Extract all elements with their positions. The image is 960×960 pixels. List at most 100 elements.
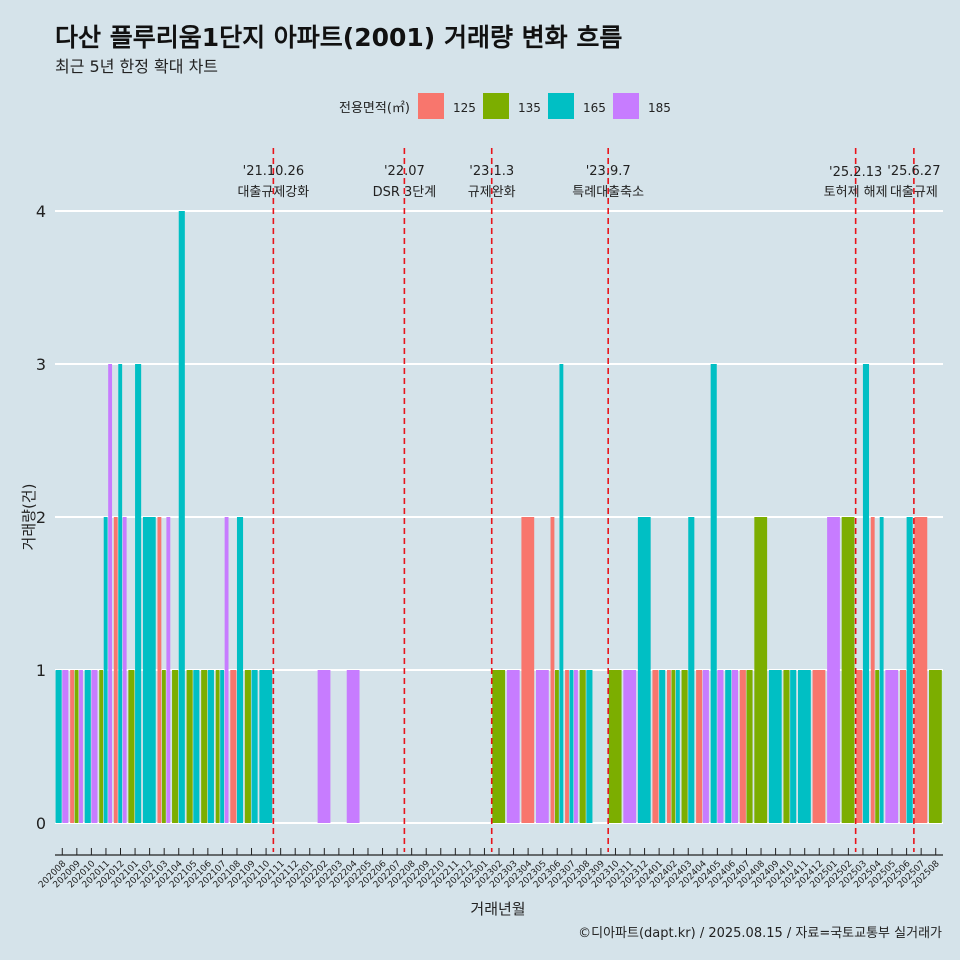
event-label: 규제완화 (468, 185, 516, 200)
bar-165-202402 (675, 670, 680, 823)
bar-135-202410 (783, 670, 790, 823)
bar-165-202401 (659, 670, 666, 823)
caption: ©디아파트(dapt.kr) / 2025.08.15 / 자료=국토교통부 실… (578, 926, 942, 941)
y-tick-label: 3 (36, 355, 46, 374)
legend-swatch-185 (613, 93, 639, 119)
bar-165-202011 (103, 517, 108, 823)
event-markers: '21.10.26 대출규제강화 '22.07 DSR 3단계 '23.1.3 규제완화 '… (237, 148, 940, 852)
bar-165-202409 (768, 670, 782, 823)
bar-135-202109 (244, 670, 251, 823)
bar-165-202102 (142, 517, 156, 823)
bar-135-202508 (929, 670, 942, 823)
bar-165-202403 (688, 517, 695, 823)
event-label: 대출규제강화 (237, 185, 309, 200)
bar-125-202012 (113, 517, 118, 823)
event-label: 대출규제 (890, 185, 938, 200)
bar-125-202108 (230, 670, 237, 823)
bar-135-202504 (875, 670, 880, 823)
bar-135-202403 (681, 670, 688, 823)
bar-165-202503 (862, 364, 870, 823)
bar-165-202504 (879, 517, 884, 823)
bar-125-202103 (157, 517, 162, 823)
bar-185-202202 (317, 670, 331, 823)
y-axis-label: 거래량(건) (20, 484, 38, 551)
bar-125-202401 (652, 670, 659, 823)
bar-125-202306 (550, 517, 555, 823)
chart-title: 다산 플루리움1단지 아파트(2001) 거래량 변화 흐름 (55, 23, 623, 52)
bar-135-202302 (492, 670, 506, 823)
bar-165-202104 (178, 211, 185, 823)
bar-185-202008 (62, 670, 69, 823)
bar-165-202108 (236, 517, 244, 823)
bar-185-202303 (506, 670, 520, 823)
bar-125-202412 (812, 670, 826, 823)
bar-185-202311 (623, 670, 637, 823)
event-label: DSR 3단계 (373, 185, 437, 200)
bar-135-202101 (128, 670, 135, 823)
bar-135-202407 (746, 670, 753, 823)
bar-125-202304 (521, 517, 535, 823)
event-date: '23.9.7 (586, 164, 631, 179)
bar-125-202307 (565, 670, 569, 823)
event-date: '21.10.26 (243, 164, 304, 179)
bar-135-202306 (554, 670, 559, 823)
bar-185-202501 (827, 517, 840, 823)
bar-135-202103 (161, 670, 166, 823)
bar-135-202107 (215, 670, 220, 823)
bar-125-202407 (739, 670, 746, 823)
bar-185-202012 (122, 517, 127, 823)
legend-swatch-135 (483, 93, 509, 119)
chart-subtitle: 최근 5년 한정 확대 차트 (55, 57, 219, 76)
y-tick-label: 2 (36, 508, 46, 527)
bar-135-202009 (74, 670, 79, 823)
bar-135-202105 (186, 670, 193, 823)
bar-185-202103 (166, 517, 171, 823)
bar-165-202312 (637, 517, 651, 823)
event-date: '23.1.3 (469, 164, 514, 179)
bar-185-202404 (702, 670, 709, 823)
event-date: '22.07 (384, 164, 425, 179)
bar-185-202009 (79, 670, 83, 823)
bar-165-202012 (118, 364, 123, 823)
legend-label: 135 (518, 101, 541, 115)
bar-125-202507 (914, 517, 928, 823)
legend-label: 125 (453, 101, 476, 115)
bar-165-202107 (220, 670, 225, 823)
bar-165-202106 (207, 670, 214, 823)
bar-125-202503 (856, 670, 863, 823)
event-date: '25.2.13 (829, 165, 882, 180)
bar-185-202305 (535, 670, 549, 823)
legend-label: 165 (583, 101, 606, 115)
bar-165-202105 (193, 670, 200, 823)
bar-185-202405 (717, 670, 724, 823)
event-label: 토허제 해제 (824, 185, 888, 200)
bar-135-202402 (671, 670, 676, 823)
bar-185-202505 (885, 670, 899, 823)
bar-165-202010 (84, 670, 91, 823)
axes: 2020082020092020102020112020122021012021… (37, 848, 943, 890)
legend-swatch-165 (548, 93, 574, 119)
legend-label: 185 (648, 101, 671, 115)
event-label: 특례대출축소 (572, 185, 644, 200)
bar-125-202402 (666, 670, 671, 823)
bar-125-202506 (899, 670, 907, 823)
bar-135-202310 (608, 670, 622, 823)
bar-125-202404 (696, 670, 703, 823)
bar-185-202204 (346, 670, 360, 823)
bar-165-202307 (569, 670, 574, 823)
bar-185-202010 (91, 670, 98, 823)
bar-135-202408 (754, 517, 768, 823)
legend: 전용면적(㎡) 125 135 165 185 (339, 93, 671, 119)
bar-165-202405 (710, 364, 717, 823)
bar-135-202308 (579, 670, 586, 823)
bar-185-202307 (574, 670, 578, 823)
bar-165-202308 (586, 670, 593, 823)
event-date: '25.6.27 (887, 164, 940, 179)
legend-title: 전용면적(㎡) (339, 101, 410, 116)
y-tick-label: 1 (36, 661, 46, 680)
bar-185-202011 (108, 364, 113, 823)
bar-185-202406 (731, 670, 739, 823)
bar-165-202410 (790, 670, 797, 823)
bar-165-202411 (798, 670, 811, 823)
